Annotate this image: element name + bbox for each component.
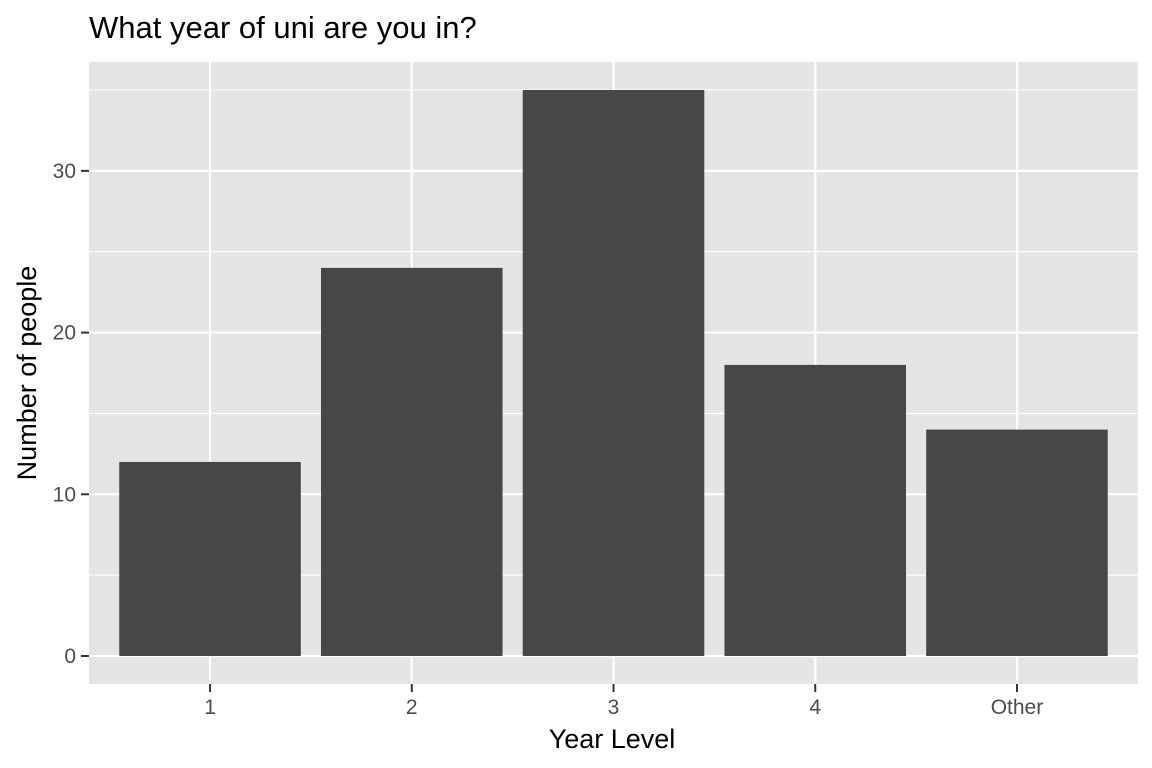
x-tick-label: 4: [809, 696, 821, 719]
y-tick-label: 10: [53, 483, 76, 506]
x-axis-title: Year Level: [549, 724, 676, 754]
bar-3: [522, 90, 705, 656]
y-tick-label: 20: [53, 322, 76, 345]
bar-2: [320, 267, 503, 656]
y-tick-label: 0: [64, 645, 76, 668]
bar-other: [926, 429, 1108, 656]
y-tick-label: 30: [53, 160, 76, 183]
x-tick-label: Other: [991, 696, 1044, 719]
x-tick-label: 1: [204, 696, 216, 719]
bar-1: [119, 461, 301, 656]
y-axis: 0 10 20 30: [53, 160, 89, 668]
chart-title: What year of uni are you in?: [89, 10, 477, 45]
bar-4: [724, 364, 907, 656]
bars: [119, 90, 1108, 656]
y-axis-title: Number of people: [12, 266, 42, 481]
x-axis: 1 2 3 4 Other: [204, 684, 1043, 719]
x-tick-label: 2: [406, 696, 418, 719]
x-tick-label: 3: [608, 696, 620, 719]
